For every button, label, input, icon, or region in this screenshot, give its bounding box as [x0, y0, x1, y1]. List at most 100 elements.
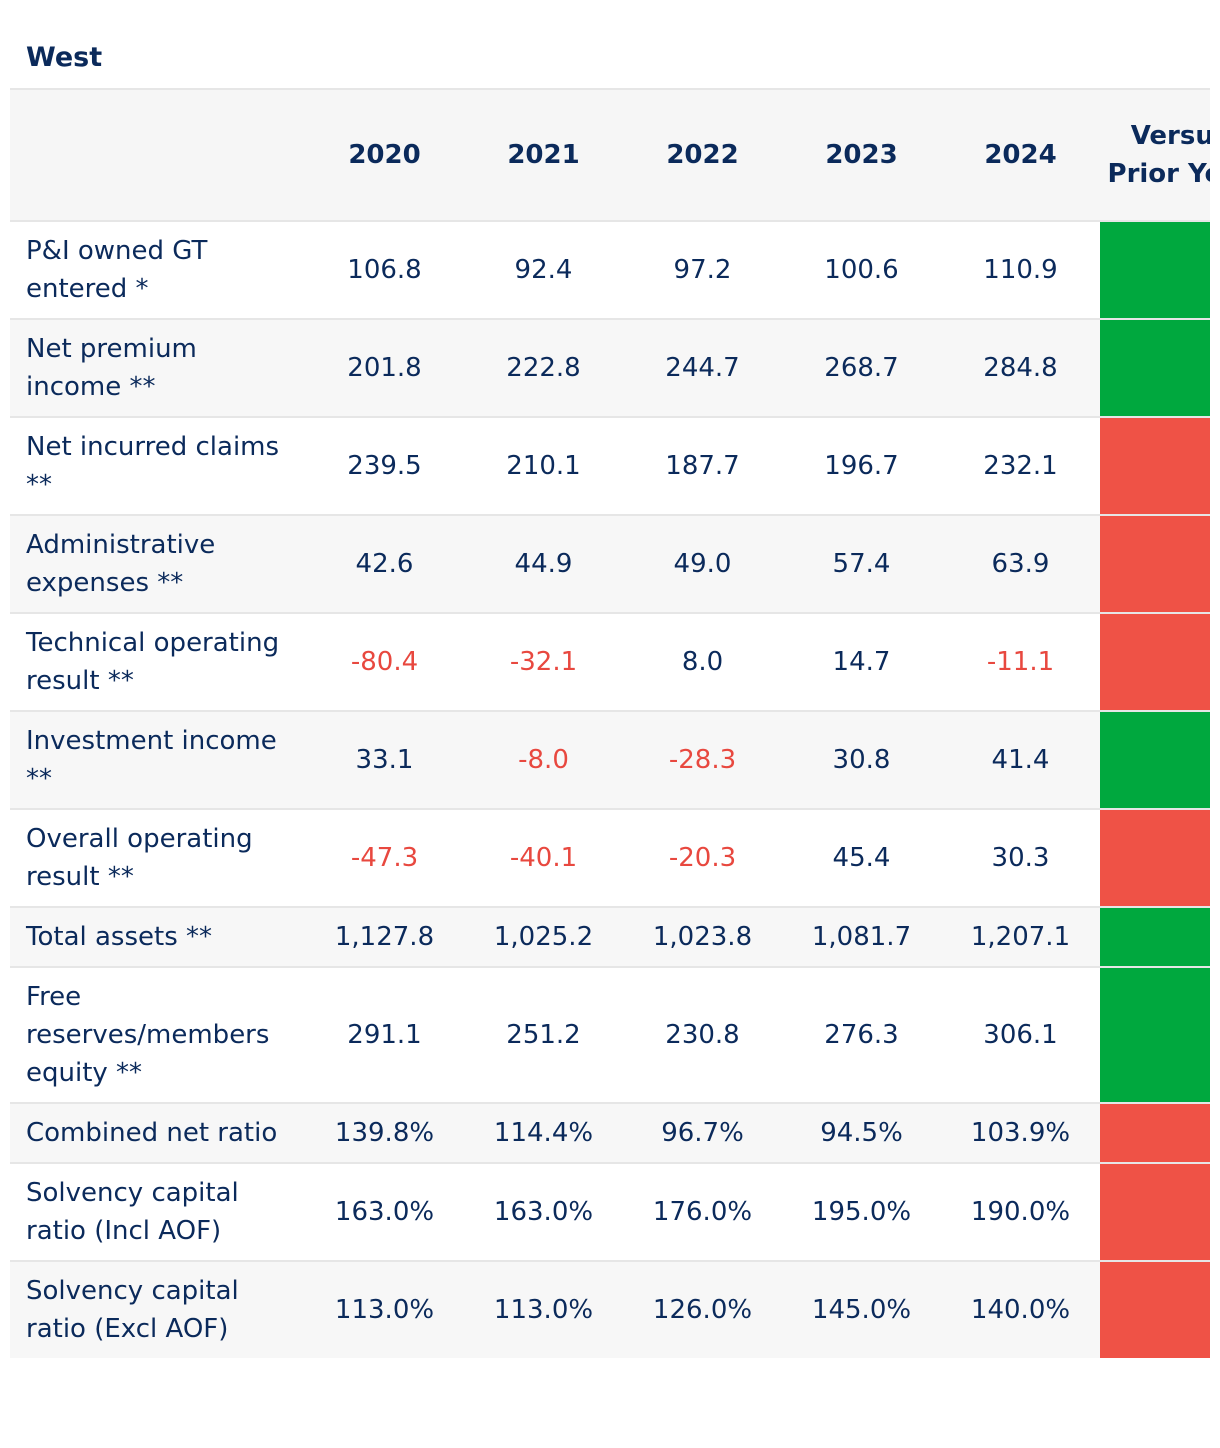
table-row: Investment income ** 33.1 -8.0 -28.3 30.8 41.…: [10, 710, 1210, 809]
table-row: Combined net ratio 139.8% 114.4% 96.7% 94.5%…: [10, 1102, 1210, 1163]
value-cell: 97.2: [623, 220, 782, 319]
table-row: P&I owned GT entered * 106.8 92.4 97.2 100.6…: [10, 220, 1210, 319]
value-cell: 33.1: [305, 710, 464, 809]
column-header: 2020: [305, 88, 464, 221]
row-label: Overall operating result **: [10, 808, 305, 907]
value-cell: 145.0%: [782, 1260, 941, 1358]
value-cell: 14.7: [782, 612, 941, 711]
value-cell: 126.0%: [623, 1260, 782, 1358]
value-cell: 114.4%: [464, 1102, 623, 1163]
table-body: P&I owned GT entered * 106.8 92.4 97.2 100.6…: [10, 220, 1210, 1358]
value-cell: 45.4: [782, 808, 941, 907]
value-cell: 139.8%: [305, 1102, 464, 1163]
value-cell: 42.6: [305, 514, 464, 613]
value-cell: 1,081.7: [782, 906, 941, 967]
value-cell: 268.7: [782, 318, 941, 417]
value-cell: 230.8: [623, 966, 782, 1103]
value-cell: 284.8: [941, 318, 1100, 417]
value-cell: 110.9: [941, 220, 1100, 319]
trend-indicator: [1100, 808, 1210, 907]
column-header: 2023: [782, 88, 941, 221]
value-cell: -80.4: [305, 612, 464, 711]
value-cell: 190.0%: [941, 1162, 1100, 1261]
value-cell: 63.9: [941, 514, 1100, 613]
value-cell: -11.1: [941, 612, 1100, 711]
column-header: 2021: [464, 88, 623, 221]
trend-indicator: [1100, 318, 1210, 417]
value-cell: 30.3: [941, 808, 1100, 907]
trend-indicator: [1100, 1102, 1210, 1163]
table-row: Net premium income ** 201.8 222.8 244.7 268.…: [10, 318, 1210, 417]
table-row: Solvency capital ratio (Excl AOF) 113.0% 1…: [10, 1260, 1210, 1358]
row-label: Solvency capital ratio (Incl AOF): [10, 1162, 305, 1261]
row-label: Administrative expenses **: [10, 514, 305, 613]
table-wrapper: 20202021202220232024Versus Prior Year P&…: [10, 88, 1210, 1358]
column-header: 2024: [941, 88, 1100, 221]
value-cell: 187.7: [623, 416, 782, 515]
row-label: Technical operating result **: [10, 612, 305, 711]
header-row: 20202021202220232024Versus Prior Year: [10, 88, 1210, 221]
value-cell: 176.0%: [623, 1162, 782, 1261]
value-cell: -40.1: [464, 808, 623, 907]
row-label: Net incurred claims **: [10, 416, 305, 515]
table-row: Total assets ** 1,127.8 1,025.2 1,023.8 1,08…: [10, 906, 1210, 967]
value-cell: -28.3: [623, 710, 782, 809]
section-title: West: [26, 42, 103, 73]
value-cell: 276.3: [782, 966, 941, 1103]
row-label: Investment income **: [10, 710, 305, 809]
table-row: Technical operating result ** -80.4 -32.1 8…: [10, 612, 1210, 711]
value-cell: 210.1: [464, 416, 623, 515]
column-header: Versus Prior Year: [1100, 88, 1210, 221]
row-label: Solvency capital ratio (Excl AOF): [10, 1260, 305, 1358]
value-cell: 1,127.8: [305, 906, 464, 967]
table-row: Solvency capital ratio (Incl AOF) 163.0% 1…: [10, 1162, 1210, 1261]
table-row: Overall operating result ** -47.3 -40.1 -20…: [10, 808, 1210, 907]
value-cell: 113.0%: [305, 1260, 464, 1358]
row-label: Total assets **: [10, 906, 305, 967]
value-cell: -20.3: [623, 808, 782, 907]
value-cell: 100.6: [782, 220, 941, 319]
value-cell: 291.1: [305, 966, 464, 1103]
value-cell: 232.1: [941, 416, 1100, 515]
header-cell: [10, 88, 305, 221]
value-cell: -32.1: [464, 612, 623, 711]
data-table: 20202021202220232024Versus Prior Year P&…: [10, 88, 1210, 1358]
value-cell: 94.5%: [782, 1102, 941, 1163]
value-cell: 30.8: [782, 710, 941, 809]
value-cell: 92.4: [464, 220, 623, 319]
value-cell: 251.2: [464, 966, 623, 1103]
value-cell: 96.7%: [623, 1102, 782, 1163]
value-cell: 195.0%: [782, 1162, 941, 1261]
value-cell: 140.0%: [941, 1260, 1100, 1358]
row-label: P&I owned GT entered *: [10, 220, 305, 319]
table-row: Net incurred claims ** 239.5 210.1 187.7 196…: [10, 416, 1210, 515]
row-label: Combined net ratio: [10, 1102, 305, 1163]
trend-indicator: [1100, 710, 1210, 809]
row-label: Free reserves/members equity **: [10, 966, 305, 1103]
value-cell: 1,023.8: [623, 906, 782, 967]
column-header: 2022: [623, 88, 782, 221]
trend-indicator: [1100, 1162, 1210, 1261]
trend-indicator: [1100, 1260, 1210, 1358]
value-cell: 57.4: [782, 514, 941, 613]
value-cell: 222.8: [464, 318, 623, 417]
row-label: Net premium income **: [10, 318, 305, 417]
trend-indicator: [1100, 906, 1210, 967]
value-cell: -47.3: [305, 808, 464, 907]
trend-indicator: [1100, 612, 1210, 711]
value-cell: 103.9%: [941, 1102, 1100, 1163]
value-cell: 196.7: [782, 416, 941, 515]
value-cell: 1,207.1: [941, 906, 1100, 967]
value-cell: 44.9: [464, 514, 623, 613]
value-cell: 239.5: [305, 416, 464, 515]
value-cell: 41.4: [941, 710, 1100, 809]
table-row: Free reserves/members equity ** 291.1 251.…: [10, 966, 1210, 1103]
trend-indicator: [1100, 966, 1210, 1103]
value-cell: 106.8: [305, 220, 464, 319]
value-cell: 163.0%: [305, 1162, 464, 1261]
trend-indicator: [1100, 220, 1210, 319]
value-cell: 201.8: [305, 318, 464, 417]
value-cell: 1,025.2: [464, 906, 623, 967]
trend-indicator: [1100, 514, 1210, 613]
